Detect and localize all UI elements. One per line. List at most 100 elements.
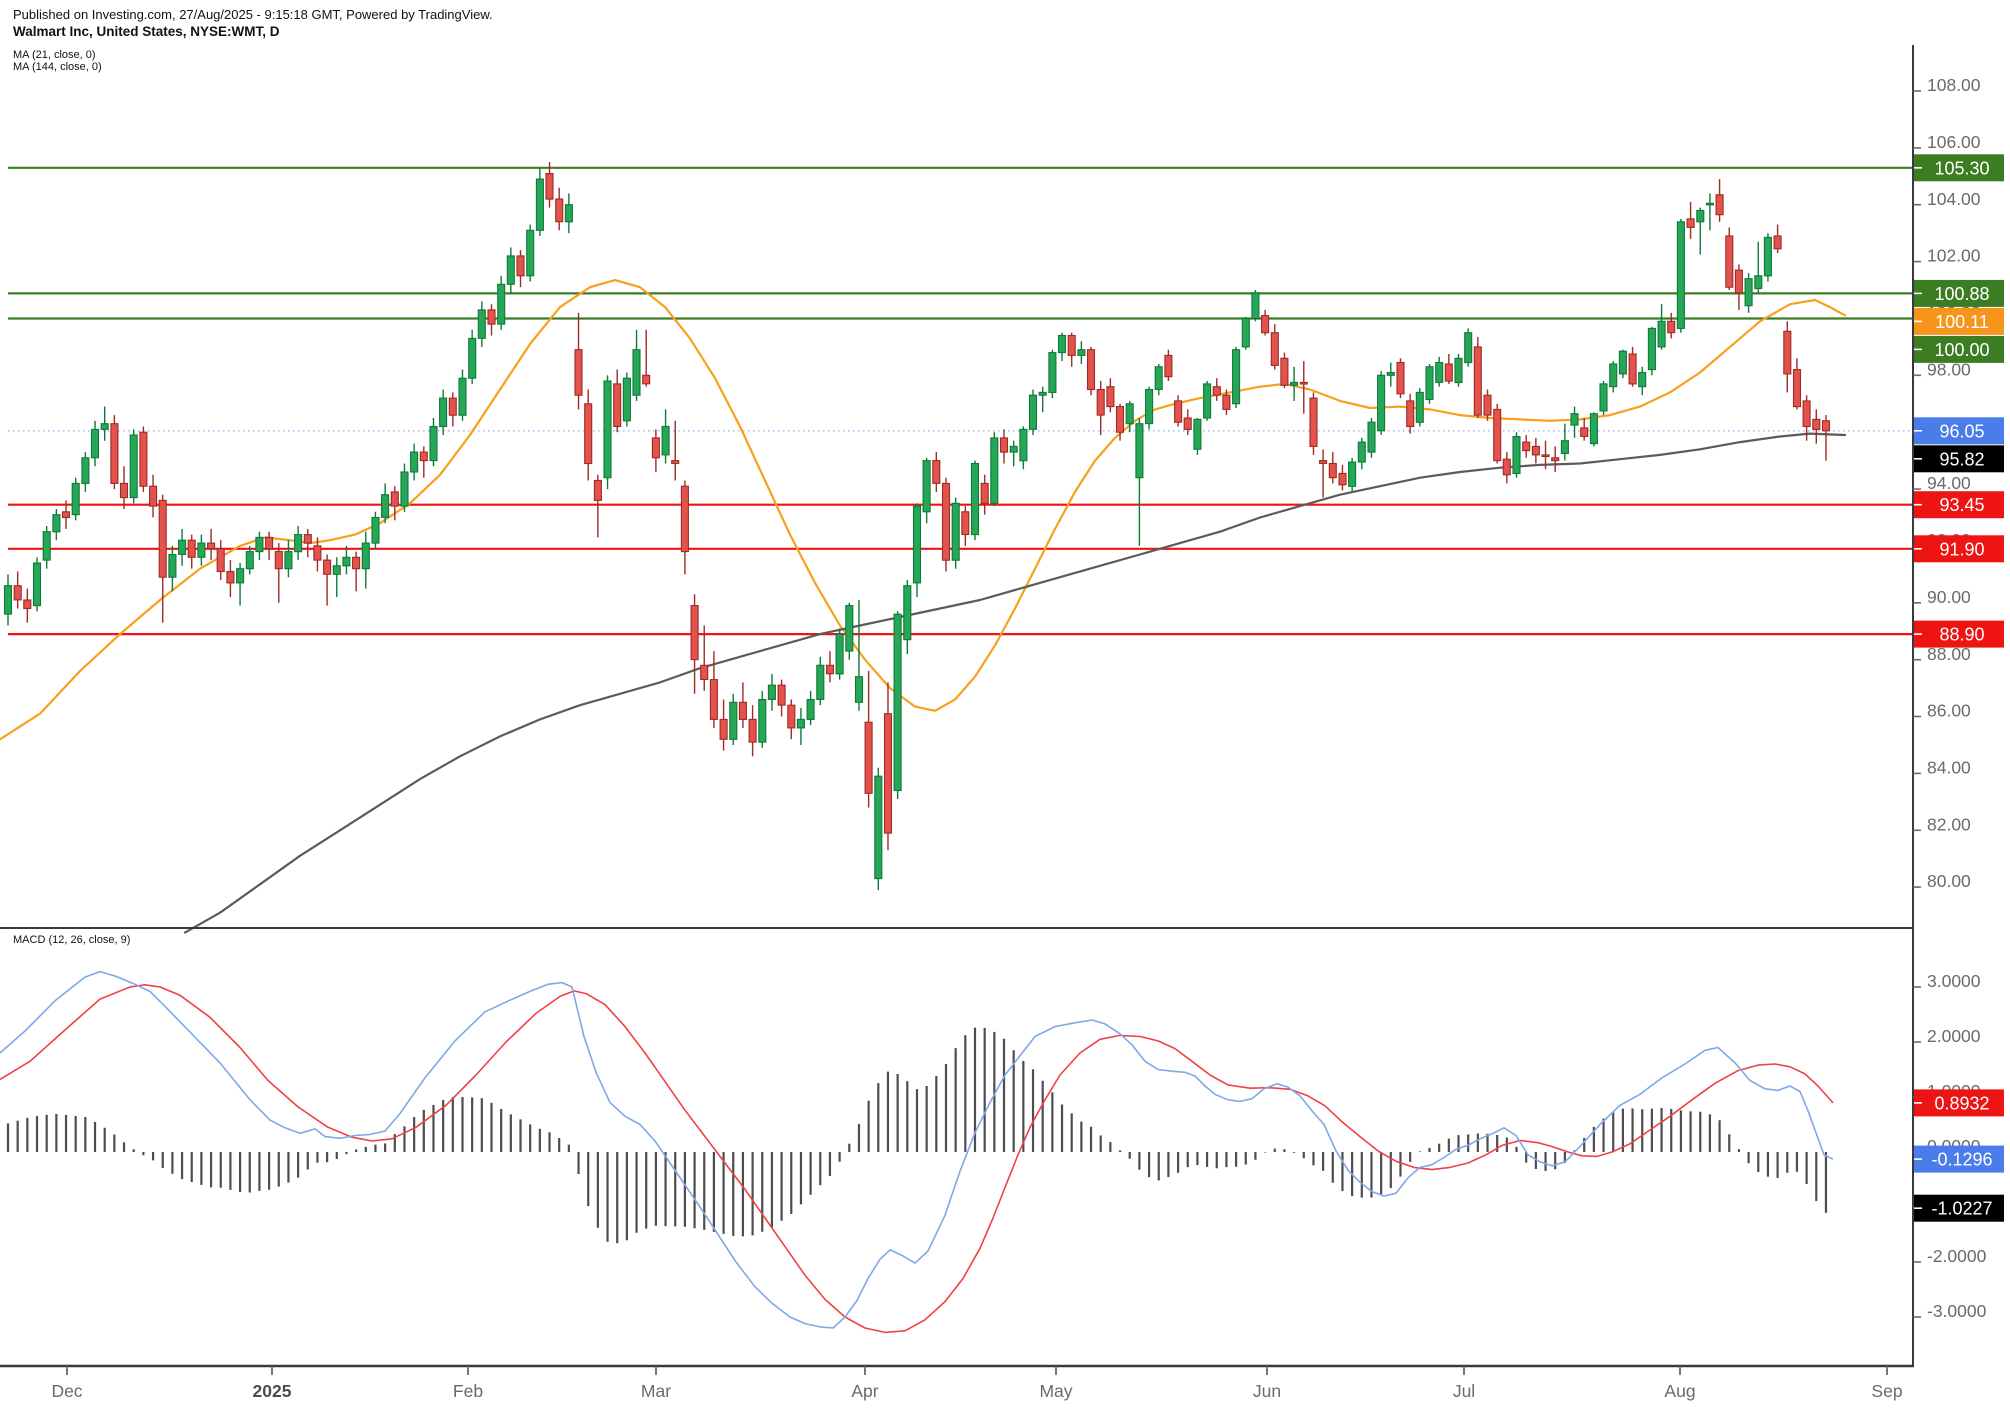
axis-tick-label: 84.00 [1927, 757, 1971, 777]
svg-text:105.30: 105.30 [1934, 158, 1989, 178]
svg-text:0.8932: 0.8932 [1934, 1093, 1989, 1113]
candle [1551, 446, 1560, 472]
candle [564, 193, 573, 234]
month-label-2025: 2025 [253, 1381, 292, 1401]
axis-tick-label: 104.00 [1927, 189, 1981, 209]
candle [777, 679, 786, 717]
axis-badge-0.8932: 0.8932 [1914, 1089, 2004, 1117]
candle [1367, 418, 1376, 458]
candle [1048, 349, 1057, 399]
candle [1667, 312, 1676, 339]
macd-line [0, 970, 1834, 1329]
candle [81, 452, 90, 492]
candle [990, 432, 999, 507]
candle [719, 699, 728, 751]
axis-tick-label: 86.00 [1927, 701, 1971, 721]
candle [61, 500, 71, 529]
candle [1493, 403, 1502, 464]
candle [458, 369, 467, 421]
month-label-Apr: Apr [851, 1381, 878, 1401]
candle [1454, 354, 1463, 387]
candle [390, 486, 399, 521]
candle [381, 483, 390, 524]
candle [941, 477, 951, 572]
month-label-Aug: Aug [1664, 1381, 1695, 1401]
candle [1328, 452, 1337, 484]
instrument-title: Walmart Inc, United States, NYSE:WMT, D [13, 24, 280, 39]
candle [1725, 227, 1734, 290]
candle [1802, 395, 1811, 441]
svg-text:88.90: 88.90 [1939, 625, 1984, 645]
axis-tick-label: 88.00 [1927, 644, 1971, 664]
candle [1744, 273, 1753, 313]
candle [1676, 218, 1685, 333]
axis-badge-96.05: 96.05 [1914, 417, 2004, 445]
axis-badge-91.90: 91.90 [1914, 535, 2004, 563]
candle [477, 301, 486, 347]
candle [468, 329, 477, 384]
candle [1396, 358, 1405, 399]
candle [429, 418, 438, 467]
candle [1541, 440, 1550, 470]
candle [1754, 241, 1763, 293]
candle [52, 509, 61, 541]
candle [42, 526, 51, 569]
candle [574, 312, 583, 410]
month-label-Dec: Dec [51, 1381, 82, 1401]
candle [1783, 321, 1792, 393]
candle [767, 673, 776, 711]
candle [187, 534, 196, 569]
candle [284, 540, 293, 578]
candle [1705, 193, 1714, 231]
candle [1019, 426, 1028, 470]
candle [497, 275, 506, 330]
candle [236, 563, 245, 606]
candle [1406, 393, 1415, 434]
svg-text:100.00: 100.00 [1934, 340, 1989, 360]
candle [1261, 309, 1270, 336]
candle [1280, 352, 1289, 389]
candle [535, 167, 544, 236]
candle [1425, 364, 1434, 404]
svg-text:93.45: 93.45 [1939, 495, 1984, 515]
candle [1570, 406, 1579, 438]
candle [1686, 201, 1695, 239]
candle [342, 545, 351, 575]
candle [806, 690, 815, 726]
axis-tick-label: 108.00 [1927, 75, 1981, 95]
candle [738, 682, 747, 728]
candle [110, 415, 119, 490]
candle [1232, 346, 1241, 408]
svg-text:-0.1296: -0.1296 [1931, 1150, 1992, 1170]
candle [303, 528, 312, 558]
candle [1377, 371, 1386, 435]
month-label-Feb: Feb [453, 1381, 483, 1401]
macd-layer [0, 970, 1834, 1334]
candle [1696, 207, 1705, 255]
candle [207, 528, 216, 561]
axis-tick-label: 94.00 [1927, 473, 1971, 493]
candle [1657, 304, 1666, 350]
candle [1483, 389, 1492, 421]
candle [23, 588, 32, 623]
candle [690, 594, 699, 694]
candle [1193, 418, 1202, 455]
candle [1096, 381, 1105, 435]
candle [1357, 437, 1366, 470]
candle [1502, 452, 1511, 484]
candle [265, 531, 274, 561]
axis-tick-label: 106.00 [1927, 132, 1981, 152]
candle [448, 392, 457, 427]
axis-tick-label: 82.00 [1927, 814, 1971, 834]
macd-legend-label: MACD (12, 26, close, 9) [13, 934, 131, 946]
candle [980, 474, 989, 515]
candle [1212, 378, 1221, 401]
candle [1241, 317, 1250, 350]
candle [748, 705, 757, 757]
candle [216, 540, 225, 580]
candle [758, 690, 767, 748]
candle [487, 304, 496, 336]
axis-badge--1.0227: -1.0227 [1914, 1194, 2004, 1222]
moving-averages-layer [0, 279, 1847, 934]
candle [1174, 395, 1183, 427]
